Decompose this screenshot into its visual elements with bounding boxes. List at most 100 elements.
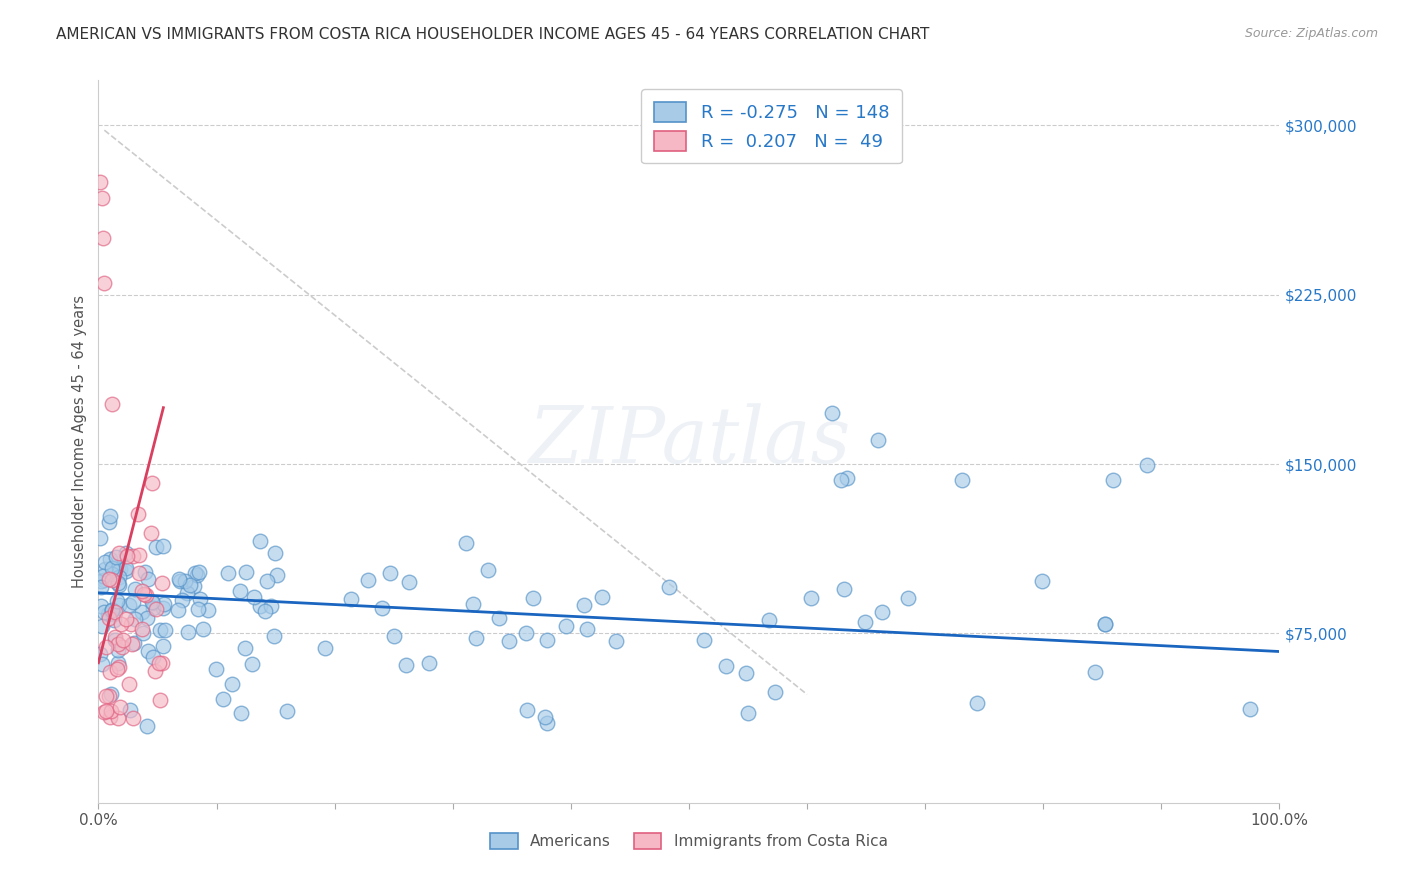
Point: [115, 546, 138, 560]
Point: [870, 605, 893, 619]
Point: [1031, 574, 1053, 589]
Point: [240, 657, 263, 672]
Point: [197, 602, 219, 616]
Point: [516, 703, 538, 717]
Text: ZIPatlas: ZIPatlas: [527, 403, 851, 480]
Point: [152, 539, 174, 553]
Text: Source: ZipAtlas.com: Source: ZipAtlas.com: [1244, 27, 1378, 40]
Point: [141, 594, 163, 608]
Point: [101, 602, 124, 616]
Point: [124, 582, 146, 596]
Point: [821, 406, 844, 420]
Point: [605, 634, 627, 648]
Point: [101, 573, 124, 587]
Point: [149, 623, 172, 637]
Point: [263, 629, 285, 643]
Point: [830, 473, 852, 487]
Point: [897, 591, 920, 605]
Point: [100, 561, 122, 575]
Point: [136, 643, 159, 657]
Point: [124, 612, 146, 626]
Point: [145, 602, 167, 616]
Point: [395, 657, 418, 672]
Point: [256, 574, 278, 588]
Point: [111, 640, 134, 655]
Point: [118, 703, 141, 717]
Point: [832, 582, 855, 597]
Point: [91, 231, 114, 245]
Point: [153, 597, 176, 611]
Point: [534, 710, 557, 724]
Point: [101, 566, 124, 581]
Point: [488, 611, 510, 625]
Point: [186, 567, 208, 582]
Point: [454, 536, 477, 550]
Point: [1094, 617, 1116, 632]
Point: [100, 704, 122, 718]
Point: [152, 601, 174, 615]
Point: [96, 704, 118, 718]
Point: [115, 564, 138, 578]
Point: [93, 573, 115, 587]
Point: [93, 277, 115, 291]
Point: [108, 562, 131, 576]
Point: [136, 572, 159, 586]
Point: [94, 562, 117, 576]
Point: [103, 613, 125, 627]
Point: [522, 591, 544, 605]
Point: [737, 706, 759, 720]
Point: [217, 566, 239, 580]
Point: [107, 637, 129, 651]
Point: [1136, 458, 1159, 473]
Point: [221, 677, 243, 691]
Point: [152, 657, 174, 671]
Point: [108, 578, 131, 592]
Point: [141, 475, 163, 490]
Point: [104, 605, 127, 619]
Point: [128, 566, 150, 581]
Point: [153, 624, 176, 638]
Point: [131, 606, 153, 620]
Point: [398, 574, 420, 589]
Point: [259, 599, 281, 613]
Point: [91, 191, 114, 205]
Point: [555, 619, 578, 633]
Point: [107, 576, 129, 591]
Point: [134, 565, 156, 579]
Point: [107, 657, 129, 671]
Point: [1239, 701, 1261, 715]
Point: [104, 549, 127, 564]
Point: [266, 567, 288, 582]
Point: [98, 611, 121, 625]
Point: [89, 599, 111, 614]
Legend: Americans, Immigrants from Costa Rica: Americans, Immigrants from Costa Rica: [482, 825, 896, 856]
Point: [152, 639, 174, 653]
Point: [176, 586, 198, 600]
Point: [98, 552, 121, 566]
Point: [107, 599, 129, 613]
Point: [108, 570, 131, 584]
Point: [107, 560, 129, 574]
Point: [90, 574, 112, 588]
Point: [735, 665, 758, 680]
Point: [100, 687, 122, 701]
Point: [148, 656, 170, 670]
Point: [183, 578, 205, 592]
Point: [591, 591, 613, 605]
Point: [107, 546, 129, 560]
Point: [142, 596, 165, 610]
Point: [276, 705, 298, 719]
Point: [340, 592, 363, 607]
Point: [382, 629, 405, 643]
Point: [101, 396, 124, 410]
Point: [242, 590, 264, 604]
Text: AMERICAN VS IMMIGRANTS FROM COSTA RICA HOUSEHOLDER INCOME AGES 45 - 64 YEARS COR: AMERICAN VS IMMIGRANTS FROM COSTA RICA H…: [56, 27, 929, 42]
Point: [574, 599, 596, 613]
Point: [105, 593, 128, 607]
Point: [131, 583, 153, 598]
Point: [179, 578, 201, 592]
Point: [89, 531, 111, 545]
Point: [98, 665, 121, 679]
Point: [853, 615, 876, 629]
Point: [107, 642, 129, 657]
